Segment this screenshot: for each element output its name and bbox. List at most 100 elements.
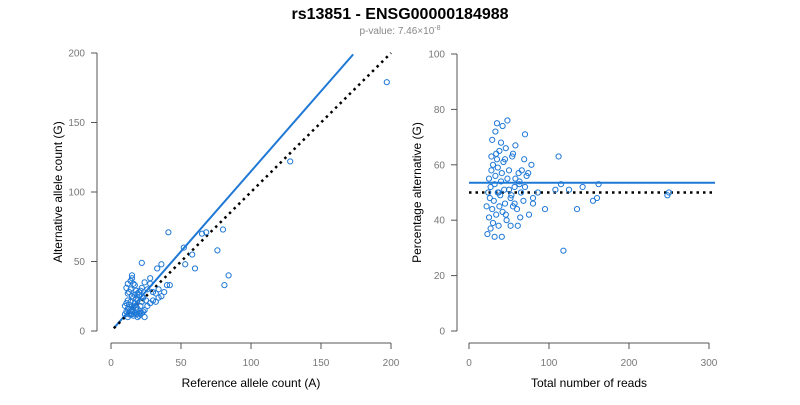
data-point bbox=[514, 222, 521, 229]
data-point bbox=[133, 304, 140, 311]
data-point bbox=[141, 314, 148, 321]
data-point bbox=[511, 200, 518, 207]
data-point bbox=[493, 156, 501, 163]
data-point bbox=[130, 304, 137, 311]
data-point bbox=[489, 206, 496, 213]
data-point bbox=[487, 183, 494, 191]
data-point bbox=[131, 309, 138, 317]
subtitle-base: p-value: 7.46×10 bbox=[359, 26, 434, 37]
data-point bbox=[485, 214, 493, 221]
data-point bbox=[505, 186, 513, 193]
data-point bbox=[520, 197, 527, 204]
data-point bbox=[766, 198, 771, 203]
data-point bbox=[128, 272, 136, 279]
x-tick-label: 300 bbox=[701, 358, 718, 369]
data-point bbox=[512, 175, 519, 182]
data-point bbox=[487, 225, 494, 232]
data-point bbox=[512, 142, 519, 149]
data-point bbox=[138, 259, 145, 266]
data-point bbox=[495, 222, 502, 229]
y-tick-label: 150 bbox=[68, 118, 85, 129]
scatter-panel-percentage: 0 100 200 300 Total number of reads 0 20 40 60 80… bbox=[410, 50, 771, 391]
data-point bbox=[152, 290, 159, 297]
plot-area-right bbox=[469, 117, 771, 254]
data-point bbox=[517, 214, 524, 221]
x-tick-label: 150 bbox=[313, 358, 330, 369]
data-point bbox=[214, 247, 221, 254]
data-point bbox=[517, 189, 525, 196]
y-tick-label: 200 bbox=[68, 49, 85, 60]
data-point bbox=[152, 298, 159, 305]
data-point bbox=[497, 178, 505, 185]
y-tick-label: 100 bbox=[68, 188, 85, 199]
data-point bbox=[492, 128, 499, 135]
data-point bbox=[485, 189, 492, 196]
data-point bbox=[518, 167, 525, 174]
data-point bbox=[137, 287, 144, 294]
data-point bbox=[163, 282, 171, 289]
data-point bbox=[489, 219, 497, 227]
chart-title: rs13851 - ENSG00000184988 bbox=[291, 6, 508, 23]
data-point bbox=[138, 298, 145, 305]
data-point bbox=[557, 181, 565, 188]
data-point bbox=[513, 206, 521, 213]
data-point bbox=[498, 233, 505, 240]
data-point bbox=[508, 192, 515, 199]
data-point bbox=[503, 217, 510, 224]
data-point bbox=[504, 175, 511, 182]
y-tick-label: 80 bbox=[434, 105, 446, 116]
data-point bbox=[287, 158, 294, 165]
fit-line bbox=[113, 53, 354, 329]
data-point bbox=[573, 206, 581, 213]
data-point bbox=[565, 186, 573, 193]
data-point bbox=[484, 230, 491, 238]
data-point bbox=[501, 200, 509, 207]
data-point bbox=[521, 183, 529, 191]
y-tick-label: 50 bbox=[74, 257, 86, 268]
x-tick-label: 100 bbox=[243, 358, 260, 369]
data-point bbox=[489, 161, 497, 168]
data-point bbox=[579, 183, 586, 191]
data-point bbox=[147, 275, 154, 282]
data-point bbox=[134, 297, 141, 304]
data-point bbox=[154, 265, 161, 272]
data-point bbox=[541, 206, 549, 213]
data-point bbox=[593, 194, 601, 202]
y-tick-label: 20 bbox=[434, 271, 446, 282]
data-point bbox=[141, 307, 148, 314]
x-axis-right: 0 100 200 300 Total number of reads bbox=[466, 342, 718, 390]
data-point bbox=[555, 153, 562, 160]
data-point bbox=[511, 183, 518, 191]
data-point bbox=[135, 288, 143, 296]
y-tick-label: 0 bbox=[439, 327, 445, 338]
x-tick-label: 50 bbox=[175, 358, 187, 369]
data-point bbox=[496, 203, 503, 210]
data-point bbox=[491, 233, 498, 240]
data-point bbox=[589, 197, 597, 204]
subtitle-exponent: -8 bbox=[434, 25, 440, 32]
data-point bbox=[525, 170, 532, 177]
chart-subtitle: p-value: 7.46×10-8 bbox=[359, 25, 440, 37]
data-point bbox=[219, 226, 227, 233]
data-point bbox=[180, 244, 187, 251]
data-point bbox=[504, 117, 511, 124]
data-point bbox=[528, 161, 535, 168]
y-tick-label: 0 bbox=[79, 327, 85, 338]
data-point bbox=[501, 156, 509, 163]
data-point bbox=[135, 291, 143, 298]
data-point bbox=[483, 203, 490, 210]
data-point bbox=[498, 170, 505, 177]
data-point bbox=[133, 295, 140, 303]
y-axis-label: Alternative allele count (G) bbox=[51, 121, 65, 262]
data-point bbox=[128, 275, 136, 282]
data-point bbox=[166, 282, 173, 289]
data-point bbox=[505, 167, 513, 174]
data-point bbox=[488, 153, 495, 160]
data-point bbox=[507, 222, 514, 229]
data-point bbox=[534, 189, 541, 196]
data-point bbox=[488, 167, 495, 174]
y-tick-label: 40 bbox=[434, 216, 446, 227]
data-point bbox=[124, 280, 131, 287]
data-point bbox=[144, 286, 151, 293]
